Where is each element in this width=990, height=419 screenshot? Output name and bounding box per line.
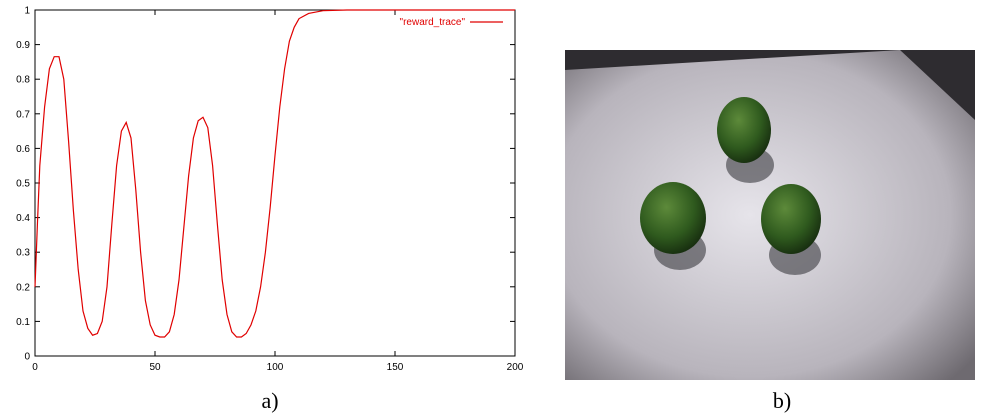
y-tick-label: 0.2 [16, 282, 30, 293]
photo [565, 50, 975, 380]
y-tick-label: 0.9 [16, 40, 30, 51]
lime [640, 182, 706, 254]
x-tick-label: 0 [32, 362, 38, 373]
y-tick-label: 0.4 [16, 213, 30, 224]
y-tick-label: 1 [24, 6, 30, 17]
y-tick-label: 0.5 [16, 179, 30, 190]
y-tick-label: 0.6 [16, 144, 30, 155]
y-tick-label: 0.7 [16, 109, 30, 120]
lime [761, 184, 821, 254]
x-tick-label: 50 [149, 362, 161, 373]
caption: b) [773, 388, 791, 413]
plot-frame [34, 9, 516, 357]
y-tick-label: 0.1 [16, 317, 30, 328]
y-tick-label: 0.3 [16, 248, 30, 259]
x-tick-label: 100 [267, 362, 284, 373]
lime [717, 97, 771, 163]
legend-label: "reward_trace" [400, 17, 466, 28]
x-tick-label: 150 [387, 362, 404, 373]
caption: a) [261, 388, 278, 413]
y-tick-label: 0 [24, 352, 30, 363]
x-tick-label: 200 [507, 362, 524, 373]
line [34, 9, 515, 338]
y-tick-label: 0.8 [16, 75, 30, 86]
